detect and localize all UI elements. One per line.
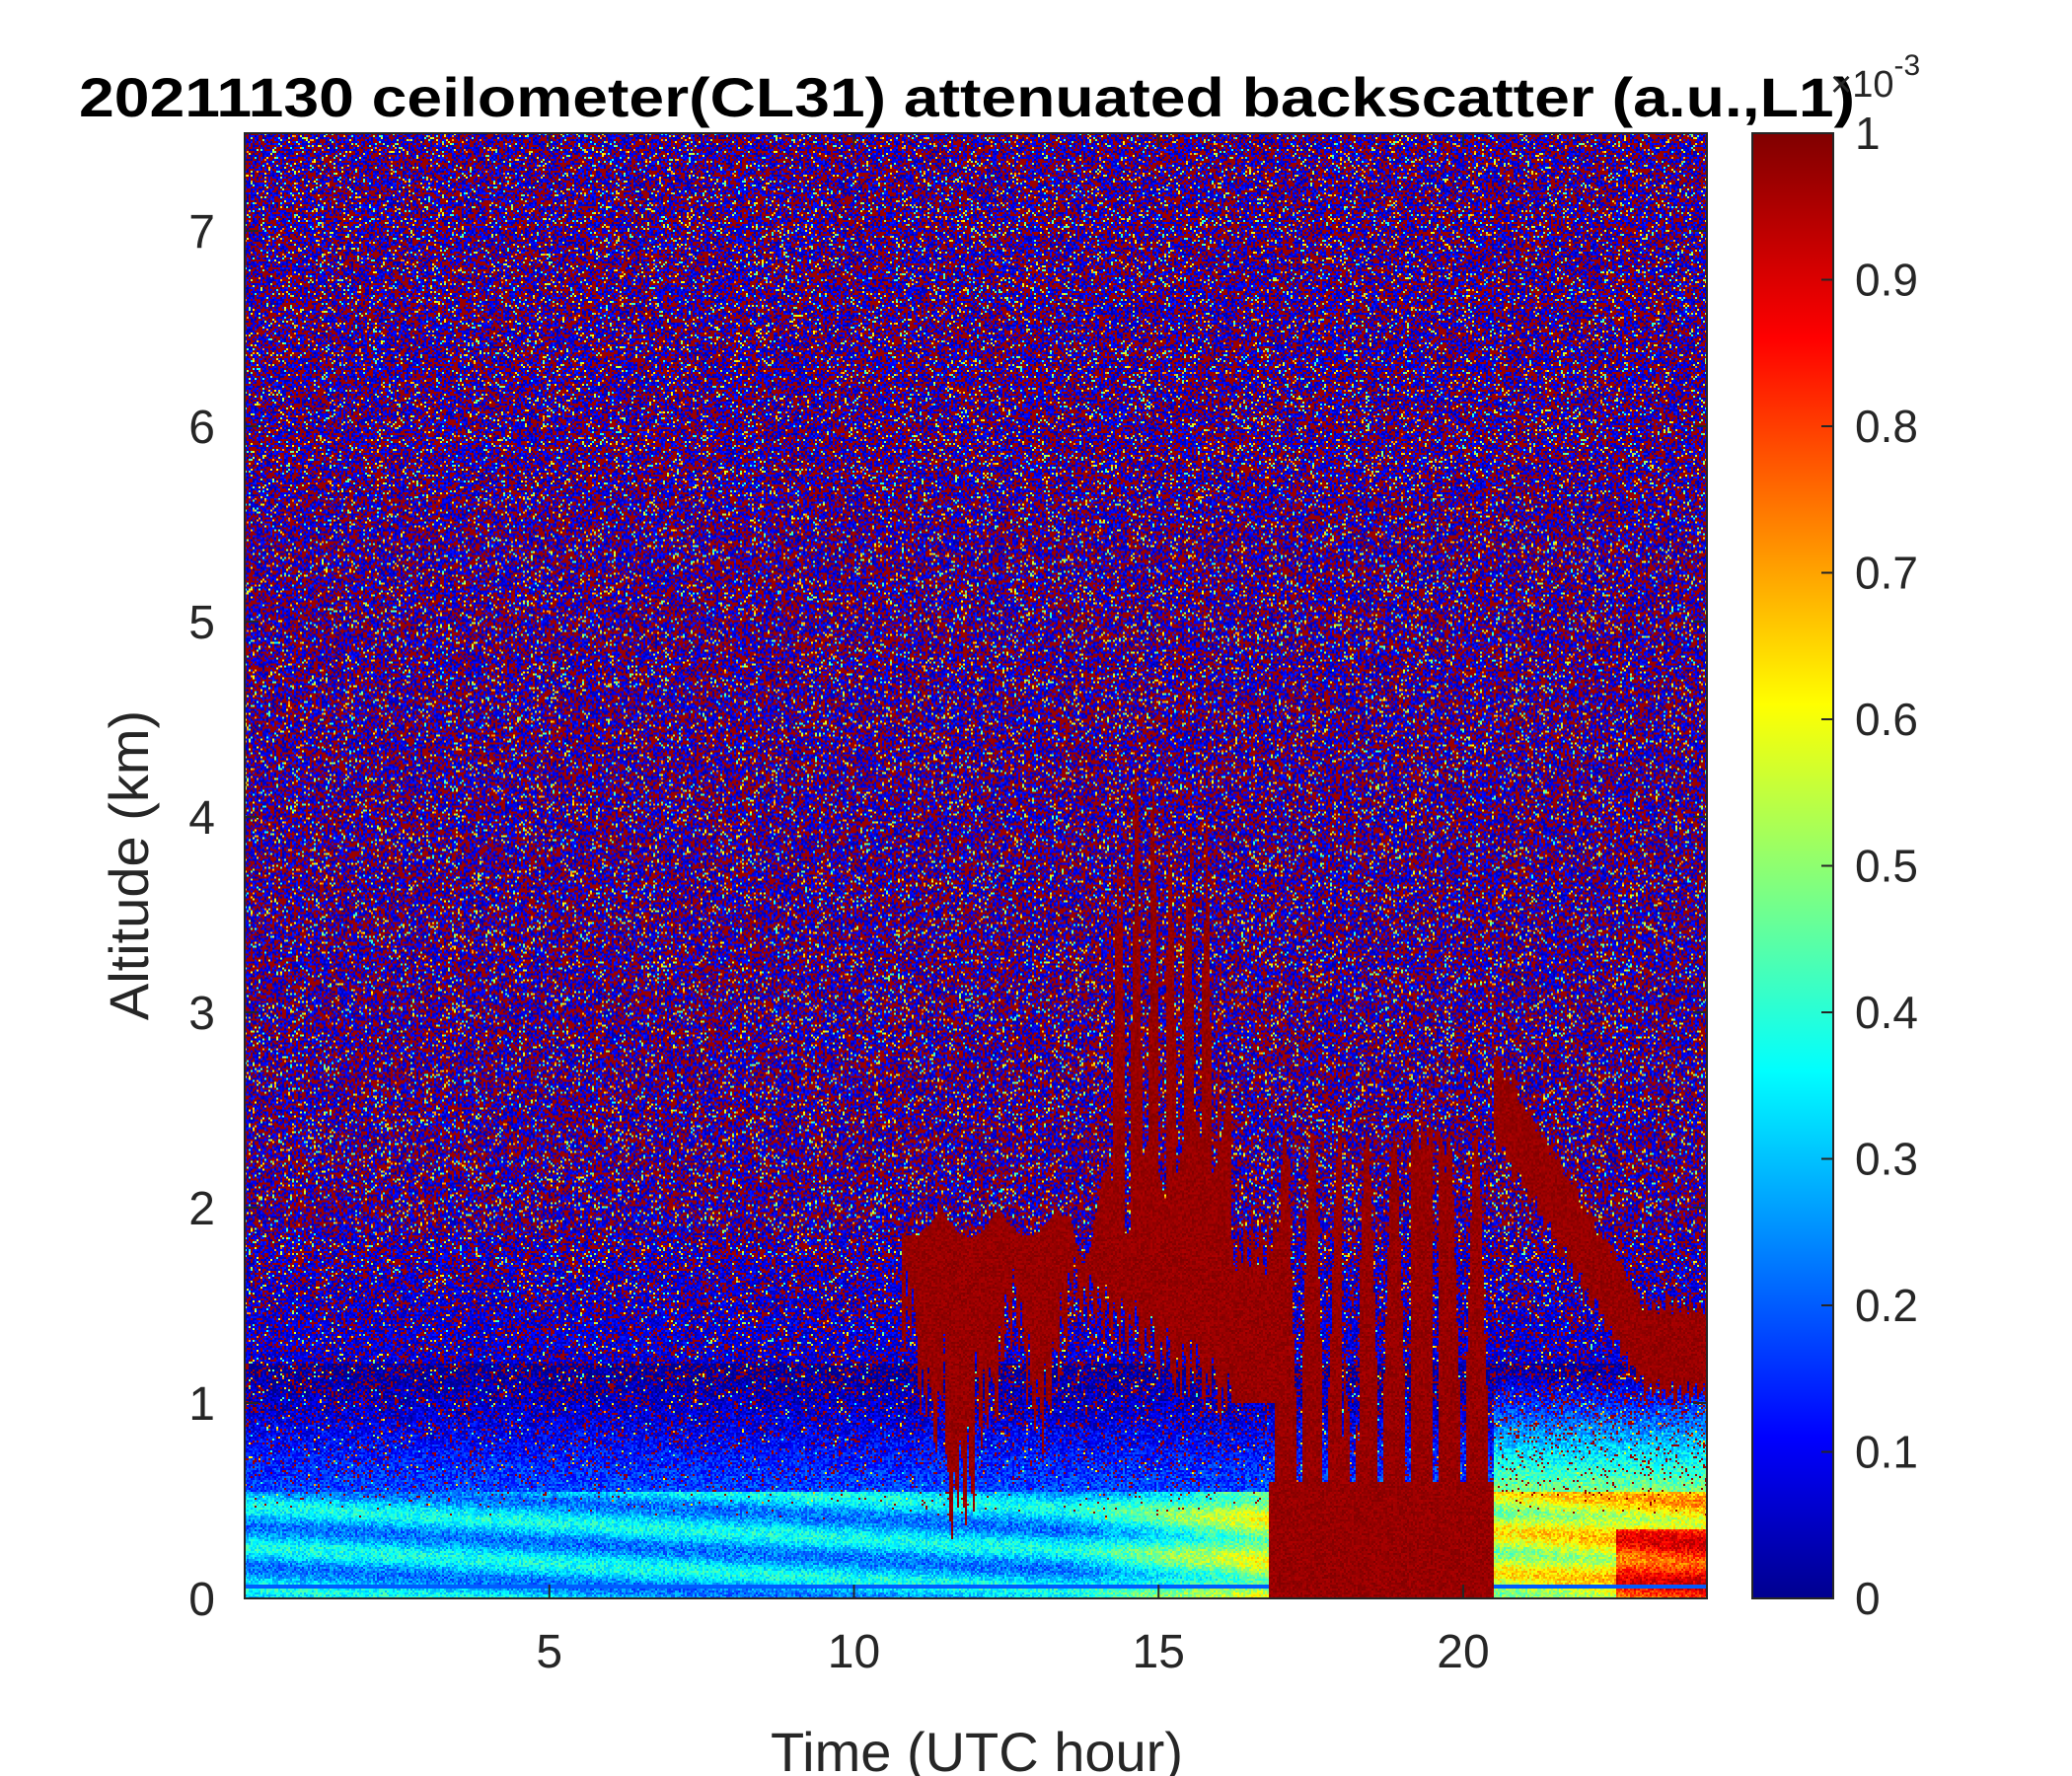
y-tick-label: 3	[188, 988, 215, 1040]
colorbar-tick-label: 0.4	[1855, 987, 1918, 1038]
x-tick-label: 15	[1133, 1626, 1185, 1678]
colorbar-ticks: 0 0.1 0.2 0.3 0.4 0.5 0.6 0.7 0.8 0.9 1	[1821, 108, 1918, 1624]
colorbar-tick-label: 0.9	[1855, 255, 1918, 306]
y-tick-label: 4	[188, 792, 215, 845]
y-tick-label: 7	[188, 206, 215, 259]
plot-frame	[244, 132, 1708, 1599]
x-axis-label: Time (UTC hour)	[771, 1721, 1183, 1776]
y-axis-ticks: 0 1 2 3 4 5 6 7	[188, 206, 1707, 1626]
colorbar-multiplier: ×10-3	[1830, 49, 1920, 106]
colorbar-tick-label: 0.7	[1855, 548, 1918, 599]
colorbar-tick-label: 0.1	[1855, 1427, 1918, 1478]
colorbar-tick-label: 1	[1855, 108, 1881, 159]
x-tick-label: 5	[536, 1626, 562, 1678]
y-tick-label: 1	[188, 1378, 215, 1431]
colorbar-tick-label: 0.8	[1855, 401, 1918, 452]
colorbar-tick-label: 0.2	[1855, 1280, 1918, 1331]
x-tick-label: 10	[828, 1626, 880, 1678]
colorbar-ramp	[1751, 132, 1834, 1599]
y-tick-label: 6	[188, 402, 215, 454]
backscatter-heatmap	[245, 133, 1707, 1598]
y-tick-label: 2	[188, 1183, 215, 1235]
y-tick-label: 0	[188, 1574, 215, 1626]
colorbar-multiplier-base: ×10	[1830, 64, 1893, 106]
plot-area	[245, 133, 1707, 1598]
colorbar-tick-label: 0	[1855, 1573, 1881, 1624]
x-axis-ticks: 5 10 15 20	[536, 133, 1490, 1678]
chart-title: 20211130 ceilometer(CL31) attenuated bac…	[79, 66, 1855, 128]
x-tick-label: 20	[1437, 1626, 1489, 1678]
y-axis-label: Altitude (km)	[98, 710, 160, 1020]
colorbar-tick-label: 0.6	[1855, 694, 1918, 745]
y-tick-label: 5	[188, 597, 215, 649]
colorbar: 0 0.1 0.2 0.3 0.4 0.5 0.6 0.7 0.8 0.9 1 ×10-3	[1751, 49, 1920, 1624]
colorbar-tick-label: 0.5	[1855, 841, 1918, 892]
colorbar-multiplier-exponent: -3	[1893, 49, 1920, 82]
colorbar-tick-label: 0.3	[1855, 1134, 1918, 1185]
